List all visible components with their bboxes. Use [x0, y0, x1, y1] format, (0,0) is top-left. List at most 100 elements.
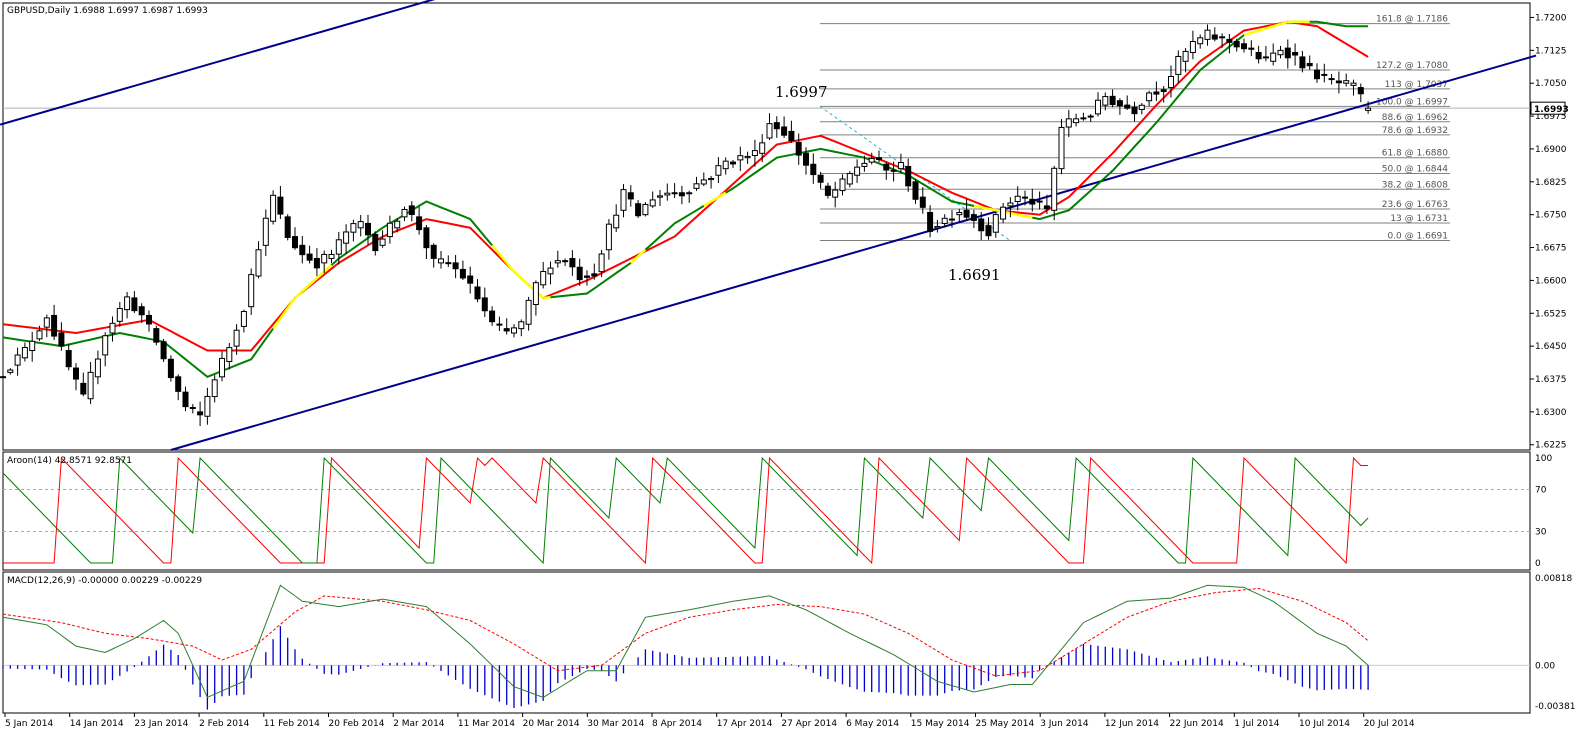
- candle-up: [386, 222, 393, 238]
- candle-down: [408, 205, 415, 215]
- candle-down: [299, 244, 306, 256]
- ma-cross-highlight: [1250, 29, 1259, 34]
- candle-down: [197, 411, 204, 416]
- candle-down: [905, 165, 912, 187]
- date-axis-label: 14 Jan 2014: [70, 719, 124, 729]
- candle-down: [467, 275, 474, 284]
- macd-main-line: [2, 584, 1369, 699]
- candle-up: [1051, 167, 1058, 211]
- candle-up: [1058, 126, 1065, 170]
- ma-cross-highlight: [988, 207, 997, 212]
- candle-down: [481, 297, 488, 312]
- candle-up: [664, 192, 671, 196]
- ma-cross-highlight: [1243, 31, 1252, 37]
- candle-up: [219, 357, 225, 378]
- price-axis-label: 1.6825: [1535, 178, 1567, 188]
- candle-down: [1153, 91, 1160, 95]
- candle-down: [1314, 69, 1320, 80]
- candle-down: [1357, 87, 1364, 95]
- candle-up: [248, 274, 255, 308]
- candle-down: [1043, 205, 1050, 210]
- candle-up: [766, 123, 773, 139]
- candle-down: [985, 225, 992, 237]
- candle-up: [29, 340, 36, 352]
- date-axis-label: 17 Apr 2014: [717, 719, 773, 729]
- price-axis-label: 1.7050: [1535, 79, 1567, 89]
- macd-axis-label: 0.00: [1535, 661, 1555, 671]
- candle-up: [14, 354, 21, 366]
- candle-down: [876, 157, 882, 161]
- candle-up: [605, 223, 612, 251]
- candle-up: [262, 217, 269, 246]
- candle-up: [992, 214, 999, 233]
- candle-down: [372, 233, 379, 252]
- candle-up: [1350, 82, 1357, 86]
- candle-down: [175, 376, 182, 392]
- price-axis-label: 1.7200: [1535, 13, 1567, 23]
- fib-level-label: 61.8 @ 1.6880: [1382, 149, 1449, 159]
- ma-cross-highlight: [710, 196, 720, 203]
- date-axis-label: 2 Feb 2014: [199, 719, 250, 729]
- candle-down: [1248, 47, 1255, 50]
- candle-up: [854, 166, 861, 176]
- candle-up: [335, 239, 342, 255]
- candle-up: [94, 358, 101, 378]
- ma-cross-highlight: [520, 277, 530, 286]
- candle-up: [328, 253, 335, 259]
- candle-down: [452, 262, 459, 270]
- candle-up: [109, 322, 116, 334]
- candle-up: [1189, 41, 1196, 54]
- candle-down: [817, 174, 824, 183]
- date-axis-label: 3 Jun 2014: [1040, 719, 1089, 729]
- candle-down: [773, 122, 780, 130]
- price-axis-label: 1.6750: [1535, 211, 1567, 221]
- candle-up: [715, 165, 722, 176]
- fib-level-label: 113 @ 1.7037: [1385, 80, 1448, 90]
- candle-up: [211, 379, 218, 398]
- candle-up: [1095, 99, 1101, 115]
- candle-up: [1102, 96, 1109, 106]
- candle-down: [1241, 43, 1247, 50]
- date-axis-label: 11 Feb 2014: [264, 719, 320, 729]
- candle-up: [255, 249, 262, 277]
- candle-up: [547, 267, 554, 275]
- ma-cross-highlight: [323, 264, 333, 273]
- candle-down: [306, 253, 313, 261]
- candle-up: [722, 160, 729, 170]
- candle-up: [343, 231, 350, 244]
- candle-down: [423, 227, 430, 249]
- candle-up: [1146, 92, 1153, 102]
- candle-up: [868, 157, 875, 163]
- candle-down: [80, 382, 87, 395]
- candle-up: [124, 296, 131, 311]
- candle-up: [350, 223, 357, 233]
- candle-down: [963, 209, 970, 218]
- candle-up: [1168, 76, 1174, 89]
- candle-up: [642, 203, 649, 216]
- ma-cross-highlight: [1280, 20, 1289, 26]
- date-axis-label: 10 Jul 2014: [1299, 719, 1350, 729]
- candle-up: [956, 212, 963, 216]
- candle-up: [1219, 36, 1226, 39]
- candle-up: [496, 323, 503, 326]
- candle-down: [591, 273, 598, 277]
- candle-up: [1204, 29, 1211, 40]
- candle-up: [240, 310, 247, 327]
- candle-down: [1262, 56, 1269, 59]
- candle-down: [824, 185, 831, 196]
- price-axis-label: 1.6600: [1535, 276, 1567, 286]
- candle-up: [554, 260, 561, 264]
- candle-down: [292, 236, 298, 249]
- fib-level-label: 50.0 @ 1.6844: [1382, 164, 1449, 174]
- fib-level-label: 23.6 @ 1.6763: [1382, 200, 1448, 210]
- ma-cross-highlight: [717, 191, 727, 199]
- candle-up: [226, 347, 233, 362]
- candle-down: [803, 152, 809, 166]
- candle-up: [1138, 104, 1145, 110]
- candle-down: [189, 406, 196, 409]
- candle-up: [832, 189, 839, 198]
- candle-up: [525, 299, 532, 325]
- candle-up: [21, 347, 28, 359]
- candle-up: [1343, 80, 1350, 84]
